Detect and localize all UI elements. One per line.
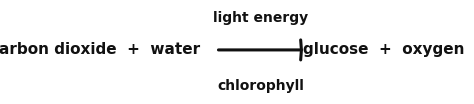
Text: light energy: light energy: [213, 11, 308, 25]
Text: glucose  +  oxygen: glucose + oxygen: [303, 42, 465, 57]
Text: chlorophyll: chlorophyll: [217, 79, 304, 93]
Text: carbon dioxide  +  water: carbon dioxide + water: [0, 42, 200, 57]
